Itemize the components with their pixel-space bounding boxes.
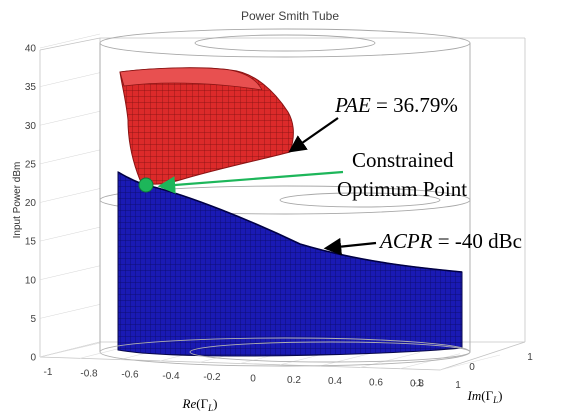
wall-grid: [39, 33, 101, 358]
x-tick-label: -0.6: [121, 370, 139, 381]
z-gridline: [39, 72, 101, 87]
y-axis-title: Im(ΓL): [467, 388, 503, 405]
z-tick-label: 15: [25, 237, 37, 248]
z-tick-label: 25: [25, 159, 37, 170]
optimum-point-marker: [138, 177, 154, 193]
z-tick-label: 0: [30, 353, 36, 364]
z-axis-ticks: 0 5 10 15 20 25 30 35 40: [25, 44, 37, 364]
z-gridline: [39, 110, 101, 126]
z-tick-label: 20: [25, 198, 37, 209]
x-tick-label: -0.8: [80, 368, 98, 379]
y-tick-label: -1: [414, 378, 423, 389]
x-tick-label: 0: [250, 374, 256, 385]
y-axis-ticks: -101: [414, 352, 534, 389]
y-tick-label: 1: [527, 352, 533, 363]
smith-tube-front: [99, 337, 471, 367]
x-tick-label: 0.4: [328, 376, 342, 387]
x-tick-label: 1: [455, 380, 461, 391]
x-tick-label: 0.8: [410, 379, 424, 390]
z-gridline: [39, 149, 101, 165]
z-gridline: [39, 33, 101, 49]
z-tick-label: 5: [30, 314, 36, 325]
z-gridline: [39, 342, 101, 358]
z-tick-label: 35: [25, 82, 37, 93]
pae-label: PAE = 36.79%: [334, 93, 458, 117]
floor-gridline: [439, 354, 501, 371]
x-tick-label: -1: [44, 367, 53, 378]
z-gridline: [39, 304, 101, 319]
z-gridline: [39, 265, 101, 281]
pae-arrow: [288, 117, 339, 153]
floor-gridline: [399, 353, 461, 369]
z-tick-label: 40: [25, 44, 37, 55]
z-tick-label: 10: [25, 275, 37, 286]
chart-title: Power Smith Tube: [241, 9, 339, 23]
optimum-label-line1: Constrained: [352, 148, 454, 172]
y-tick-label: 0: [469, 362, 475, 373]
optimum-label-line2: Optimum Point: [337, 177, 467, 201]
z-gridline: [39, 226, 101, 242]
x-axis-ticks: -1 -0.8 -0.6 -0.4 -0.2 0 0.2 0.4 0.6 0.8 1: [44, 367, 462, 391]
pae-surface-top: [119, 67, 263, 91]
z-axis-title: Input Power dBm: [12, 162, 23, 239]
z-tick-label: 30: [25, 121, 37, 132]
smith-tube-outline: [99, 28, 471, 352]
x-tick-label: 0.2: [287, 375, 301, 386]
x-tick-label: -0.2: [203, 372, 221, 383]
acpr-arrow: [323, 237, 377, 256]
x-tick-label: -0.4: [162, 371, 180, 382]
optimum-arrow: [157, 170, 344, 194]
x-axis-title: Re(ΓL): [182, 396, 218, 413]
x-tick-label: 0.6: [369, 377, 383, 388]
acpr-label: ACPR = -40 dBc: [378, 229, 522, 253]
pae-surface: [119, 67, 294, 185]
z-gridline: [39, 188, 101, 203]
